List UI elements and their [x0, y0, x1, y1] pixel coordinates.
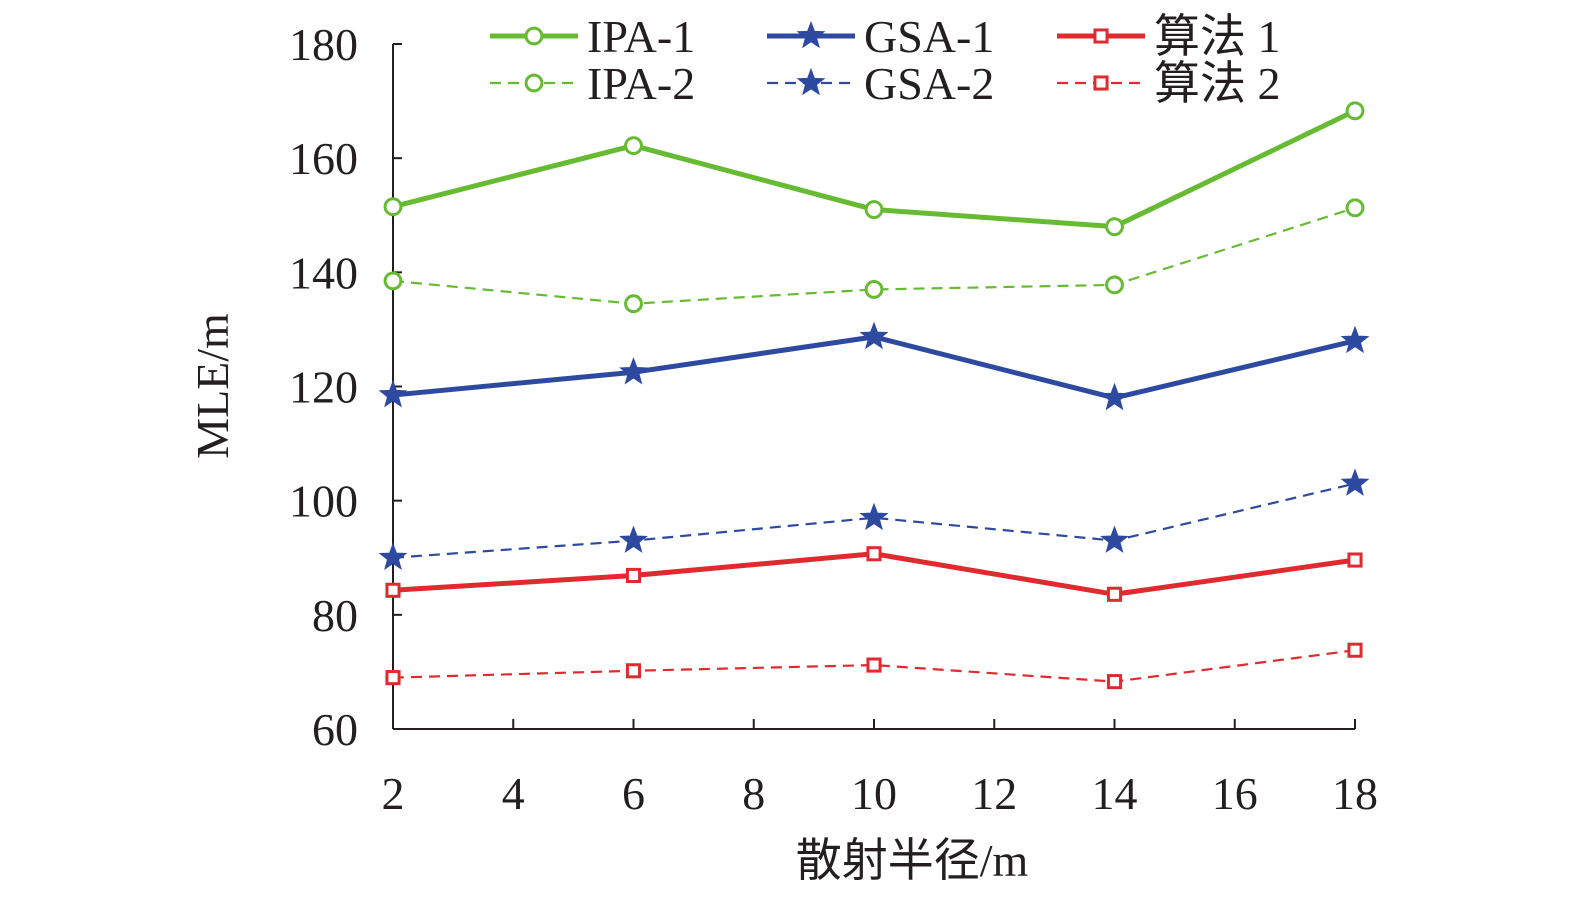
x-tick-label: 10 [851, 768, 897, 819]
legend-marker [524, 26, 544, 46]
data-point-gsa-2 [859, 502, 889, 531]
x-tick-label: 16 [1212, 768, 1258, 819]
legend-item-algo-1: 算法 1 [1057, 11, 1281, 62]
x-tick-label: 18 [1332, 768, 1378, 819]
x-tick-label: 2 [382, 768, 405, 819]
data-point-gsa-2 [619, 525, 648, 553]
legend-label: GSA-1 [864, 11, 994, 62]
y-tick-label: 180 [289, 19, 358, 70]
legend-marker [796, 20, 826, 49]
x-tick-label: 4 [502, 768, 525, 819]
data-point-algo-1 [385, 582, 401, 598]
data-point-ipa-1 [1105, 217, 1124, 237]
data-point-ipa-1 [864, 200, 884, 219]
tick-labels: 60 80 100 120 140 160 180 2 4 6 8 10 12 14 16 18 [289, 19, 1378, 819]
y-tick-label: 100 [289, 476, 358, 527]
legend-marker [524, 73, 544, 93]
data-point-ipa-1 [1345, 101, 1365, 121]
data-point-gsa-2 [1340, 468, 1370, 496]
y-tick-label: 80 [312, 590, 358, 641]
data-point-ipa-2 [624, 294, 643, 314]
series-lines [390, 108, 1358, 683]
y-tick-label: 140 [289, 247, 358, 298]
series-line-gsa-1 [390, 334, 1358, 401]
data-point-algo-1 [1106, 586, 1123, 602]
y-tick-label: 160 [289, 133, 358, 184]
data-point-ipa-2 [1345, 198, 1365, 218]
data-point-ipa-2 [383, 271, 403, 291]
legend-marker [796, 67, 826, 96]
data-point-algo-2 [1347, 642, 1363, 658]
legend-marker [1093, 28, 1109, 44]
legend-label: IPA-1 [587, 11, 695, 62]
legend: IPA-1 GSA-1 算法 1 IPA-2 GSA-2 算法 2 [490, 11, 1281, 109]
data-point-gsa-1 [378, 379, 408, 408]
legend-label: GSA-2 [864, 58, 994, 109]
legend-label: 算法 1 [1154, 11, 1281, 62]
data-point-gsa-1 [859, 321, 889, 350]
data-point-ipa-2 [864, 280, 884, 299]
legend-item-gsa-2: GSA-2 [767, 58, 994, 109]
data-point-algo-1 [1347, 552, 1363, 568]
data-point-gsa-1 [1100, 382, 1129, 411]
x-tick-label: 8 [742, 768, 765, 819]
legend-item-ipa-1: IPA-1 [490, 11, 695, 62]
x-axis-title: 散射半径/m [796, 835, 1029, 886]
data-point-algo-1 [866, 546, 882, 562]
legend-label: IPA-2 [587, 58, 695, 109]
x-tick-label: 6 [622, 768, 645, 819]
data-point-gsa-1 [619, 357, 648, 385]
data-point-algo-2 [385, 670, 401, 686]
series-markers [378, 101, 1370, 690]
legend-item-gsa-1: GSA-1 [767, 11, 994, 62]
data-point-ipa-1 [624, 136, 643, 156]
legend-item-algo-2: 算法 2 [1057, 58, 1281, 109]
data-point-algo-2 [1106, 674, 1123, 690]
data-point-ipa-1 [383, 197, 403, 217]
tick-marks [393, 43, 1356, 729]
data-point-gsa-2 [1100, 525, 1129, 553]
data-point-algo-1 [625, 567, 642, 583]
data-point-algo-2 [866, 657, 882, 673]
x-tick-label: 14 [1092, 768, 1138, 819]
data-point-algo-2 [625, 663, 642, 679]
y-tick-label: 120 [289, 362, 358, 413]
data-point-ipa-2 [1105, 275, 1124, 295]
data-point-gsa-2 [378, 542, 408, 571]
y-tick-label: 60 [312, 704, 358, 755]
axes [392, 44, 1355, 730]
y-axis-title: MLE/m [187, 313, 238, 459]
legend-label: 算法 2 [1154, 58, 1281, 109]
x-tick-label: 12 [971, 768, 1017, 819]
legend-item-ipa-2: IPA-2 [490, 58, 695, 109]
data-point-gsa-1 [1340, 325, 1370, 354]
legend-marker [1093, 75, 1109, 91]
